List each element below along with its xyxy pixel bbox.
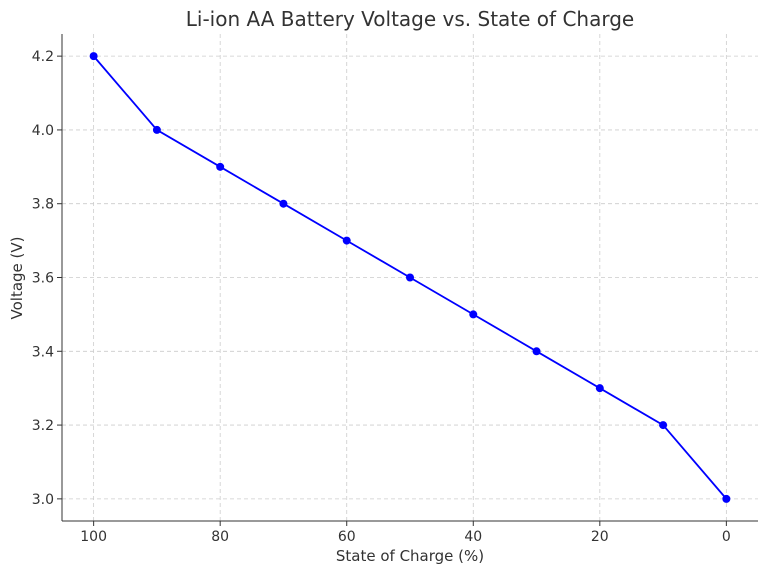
data-point <box>469 310 478 319</box>
data-point <box>532 347 541 356</box>
y-tick-label: 3.4 <box>32 344 54 360</box>
data-point <box>279 199 288 208</box>
x-tick-label: 40 <box>464 529 482 545</box>
x-axis-label: State of Charge (%) <box>336 547 484 565</box>
data-point <box>342 236 351 245</box>
x-tick-label: 20 <box>591 529 609 545</box>
y-axis-label: Voltage (V) <box>8 237 26 320</box>
data-point <box>152 125 161 134</box>
y-tick-label: 3.0 <box>32 492 54 508</box>
x-tick-label: 100 <box>80 529 107 545</box>
data-point <box>89 52 98 61</box>
plot-area <box>89 52 731 503</box>
grid <box>62 34 758 521</box>
x-tick-label: 80 <box>211 529 229 545</box>
data-point <box>406 273 414 282</box>
x-tick-label: 0 <box>722 529 731 545</box>
y-tick-label: 4.0 <box>32 123 54 139</box>
axes <box>61 34 758 522</box>
y-tick-label: 3.2 <box>32 418 54 434</box>
x-tick-label: 60 <box>338 529 356 545</box>
data-point <box>659 421 668 430</box>
y-tick-label: 4.2 <box>32 49 54 65</box>
data-point <box>216 162 225 171</box>
data-point <box>595 384 604 393</box>
ticks: 100 80 60 40 20 0 3.0 3.2 3.4 3.6 3.8 4.0 4.2 <box>32 49 731 545</box>
data-point <box>722 494 731 503</box>
chart-title: Li-ion AA Battery Voltage vs. State of C… <box>186 7 634 31</box>
y-tick-label: 3.8 <box>32 197 54 213</box>
y-tick-label: 3.6 <box>32 271 54 287</box>
